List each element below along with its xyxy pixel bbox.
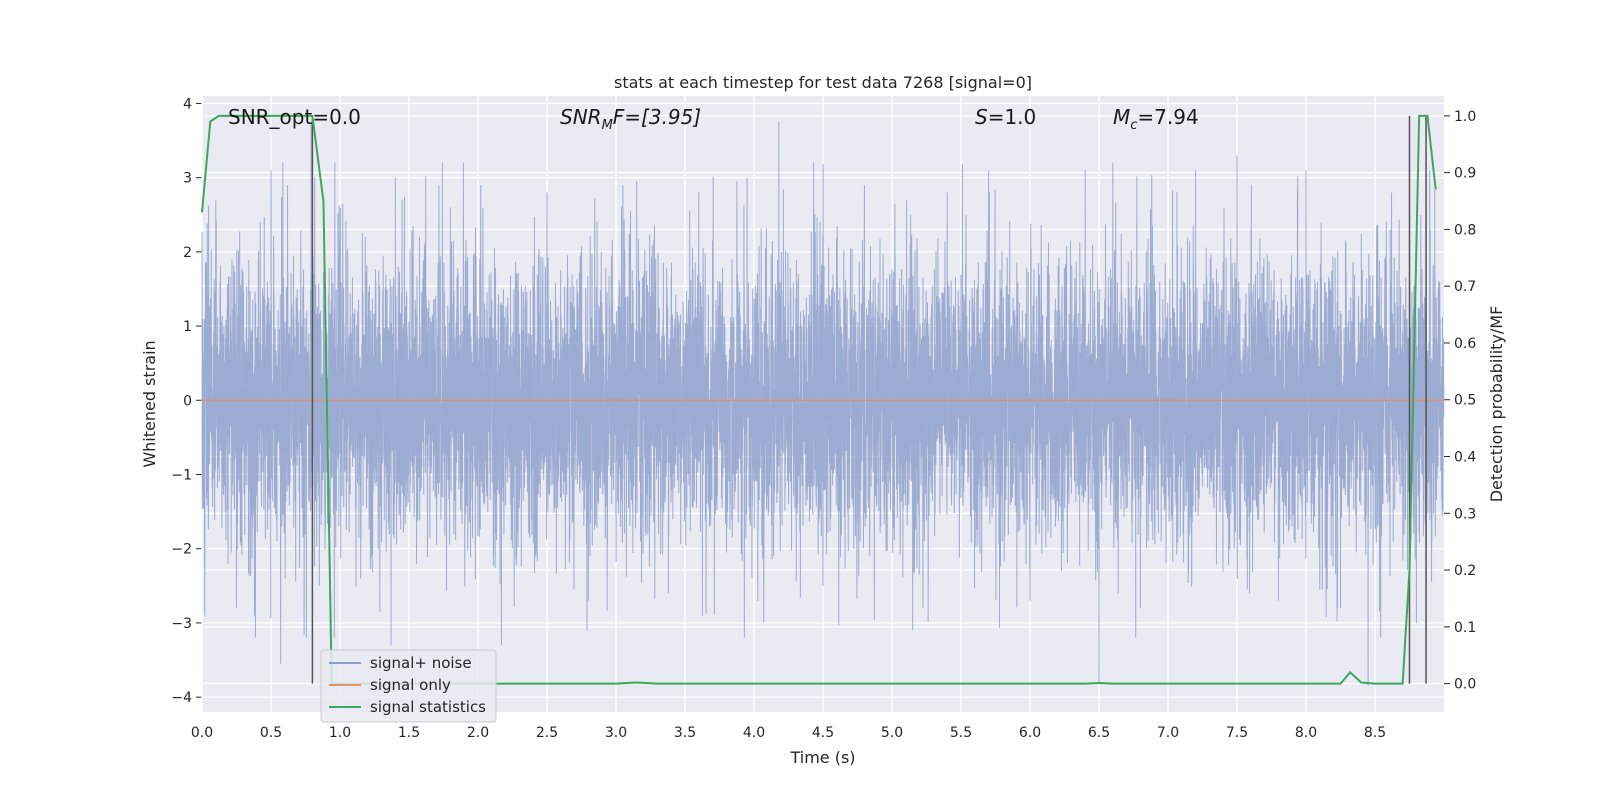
y2-axis-label: Detection probability/MF [1487,306,1506,503]
x-tick-label: 4.5 [812,725,834,741]
x-tick-label: 7.5 [1226,725,1248,741]
y2-tick-label: 0.8 [1454,222,1476,238]
legend-label-signal-statistics: signal statistics [370,698,486,716]
x-tick-label: 2.0 [467,725,489,741]
y2-tick-label: 0.3 [1454,506,1476,522]
y2-tick-label: 0.9 [1454,166,1476,182]
y-tick-label: 4 [183,96,192,112]
y2-tick-label: 0.4 [1454,450,1476,466]
y2-tick-label: 0.7 [1454,279,1476,295]
x-tick-label: 5.0 [881,725,903,741]
annotation-snr-mf: SNRMF=[3.95] [560,105,701,133]
y-tick-label: −1 [171,468,192,484]
x-tick-label: 0.5 [260,725,282,741]
x-tick-label: 7.0 [1157,725,1179,741]
x-tick-label: 1.5 [398,725,420,741]
signal-noise-line [201,121,1445,687]
annotation-mc: Mc=7.94 [1113,105,1199,133]
series-signal-statistics [201,114,1437,685]
y-tick-label: 2 [183,245,192,261]
annotation-s: S=1.0 [975,105,1036,129]
x-tick-label: 3.0 [605,725,627,741]
legend-label-signal-noise: signal+ noise [370,654,472,672]
series-signal-noise [201,121,1445,687]
y2-tick-labels: 1.0 0.9 0.8 0.7 0.6 0.5 0.4 0.3 0.2 0.1 0.0 [1454,109,1476,693]
y-tick-label: 0 [183,393,192,409]
y-tick-labels: 4 3 2 1 0 −1 −2 −3 −4 [171,96,192,706]
y2-tick-label: 0.5 [1454,393,1476,409]
x-tick-label: 8.0 [1295,725,1317,741]
y2-tick-label: 0.2 [1454,563,1476,579]
legend-box [320,649,497,723]
x-tick-label: 4.0 [743,725,765,741]
legend: signal+ noise signal only signal statist… [320,649,497,723]
x-tick-label: 3.5 [674,725,696,741]
y-tick-label: −3 [171,616,192,632]
x-tick-label: 8.5 [1364,725,1386,741]
y-tick-label: −2 [171,542,192,558]
y2-tick-label: 0.6 [1454,336,1476,352]
y-tick-label: 1 [183,319,192,335]
x-tick-label: 6.5 [1088,725,1110,741]
x-tick-label: 6.0 [1019,725,1041,741]
x-tick-label: 2.5 [536,725,558,741]
x-tick-labels: 0.0 0.5 1.0 1.5 2.0 2.5 3.0 3.5 4.0 4.5 5.0 5.5 6.0 6… [191,725,1386,741]
annotation-snr-opt: SNR_opt=0.0 [228,105,361,129]
y2-tick-label: 0.0 [1454,677,1476,693]
vertical-markers [311,115,1427,684]
x-tick-label: 1.0 [329,725,351,741]
chart-title: stats at each timestep for test data 726… [614,73,1032,92]
x-tick-label: 5.5 [950,725,972,741]
x-tick-label: 0.0 [191,725,213,741]
signal-statistics-line [201,114,1437,685]
x-axis-label: Time (s) [789,748,855,767]
y-tick-label: 3 [183,171,192,187]
legend-label-signal-only: signal only [370,676,451,694]
y2-tick-label: 0.1 [1454,620,1476,636]
y2-tick-label: 1.0 [1454,109,1476,125]
y-tick-label: −4 [171,690,192,706]
y-axis-label: Whitened strain [140,340,159,467]
